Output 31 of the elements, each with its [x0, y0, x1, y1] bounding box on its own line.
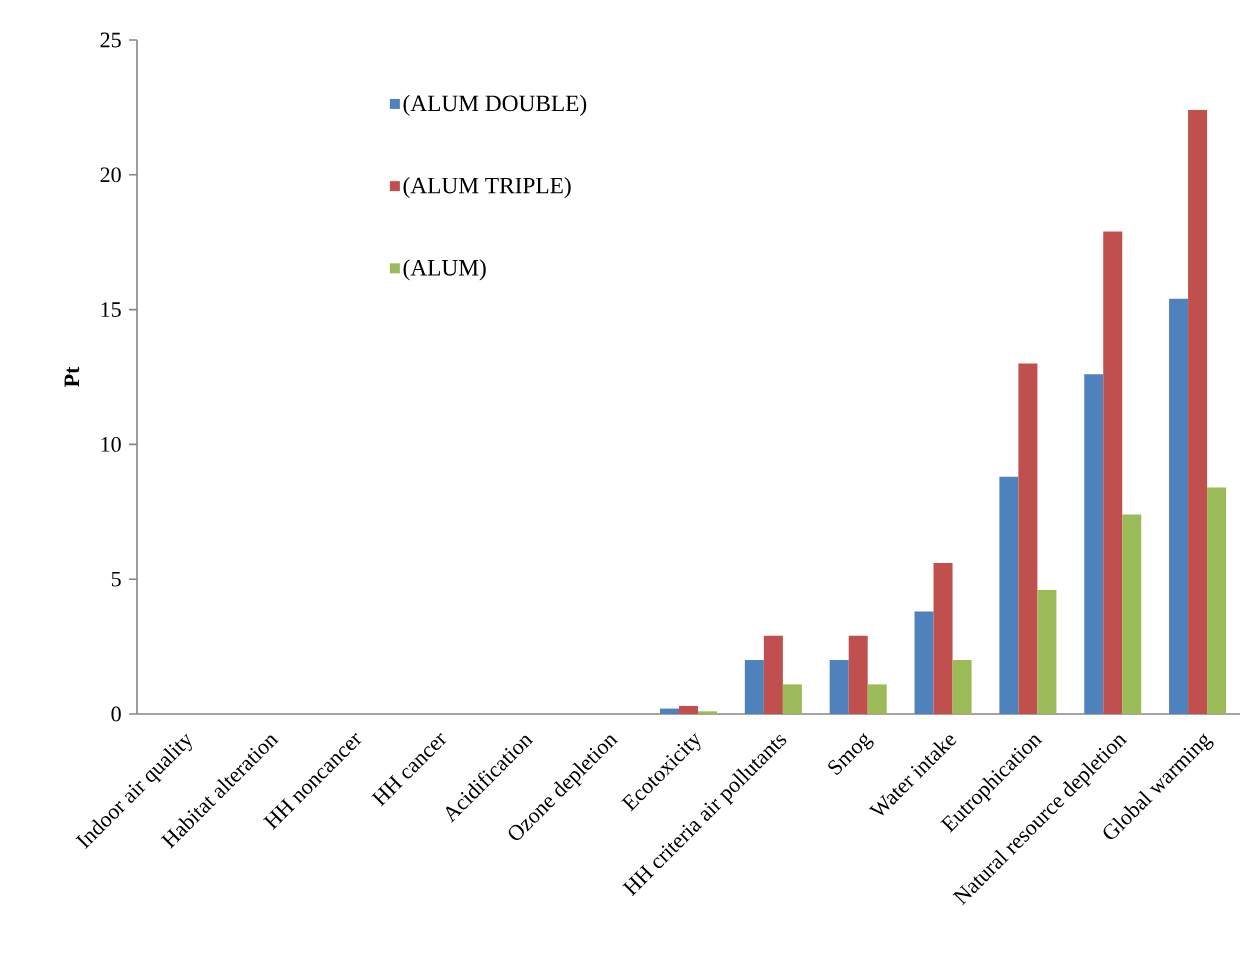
bar: [952, 660, 972, 715]
bar: [763, 635, 783, 715]
bar: [829, 660, 849, 715]
bar: [782, 684, 802, 715]
bar: [679, 705, 699, 715]
bar: [867, 684, 887, 715]
bar: [1037, 590, 1057, 715]
y-axis-title: Pt: [64, 366, 80, 388]
bar: [848, 635, 868, 715]
bar: [1122, 514, 1142, 715]
bar: [1084, 374, 1104, 715]
bar: [744, 660, 764, 715]
y-tick-label: 15: [101, 302, 121, 317]
bar: [1169, 298, 1189, 715]
y-tick-label: 10: [101, 436, 121, 452]
bar: [1188, 110, 1208, 715]
legend-label: (ALUM DOUBLE): [403, 94, 587, 117]
bar: [933, 563, 953, 715]
bar: [660, 708, 680, 715]
y-tick-label: 0: [111, 706, 121, 722]
y-tick-label: 5: [111, 571, 121, 587]
bar: [999, 476, 1019, 715]
y-tick-label: 25: [100, 32, 121, 48]
bar: [698, 711, 718, 715]
bar: [914, 611, 934, 715]
legend-label: (ALUM TRIPLE): [403, 177, 571, 199]
y-tick-label: 20: [100, 167, 121, 183]
legend-label: (ALUM): [403, 259, 486, 281]
bar: [1207, 487, 1227, 715]
bar: [1103, 231, 1123, 715]
bar: [1018, 363, 1038, 715]
